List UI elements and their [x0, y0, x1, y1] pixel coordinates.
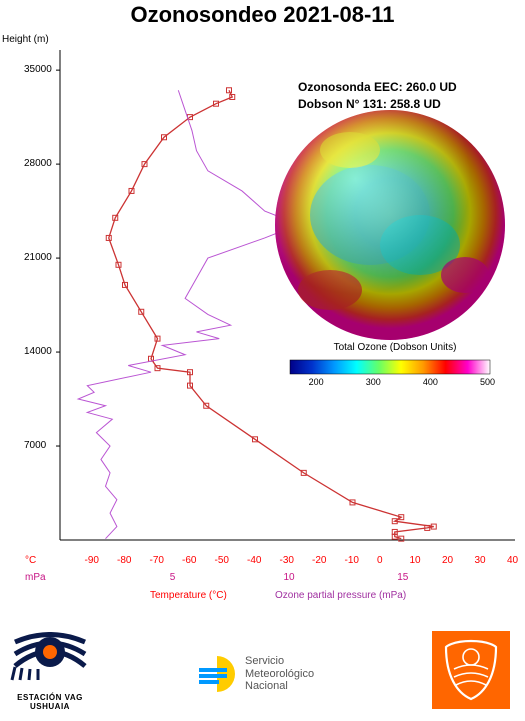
unit-mpa: mPa: [25, 572, 46, 583]
eye-icon: [10, 632, 90, 687]
legend-line-1: Ozonosonda EEC: 260.0 UD: [298, 80, 457, 94]
smn-icon: [195, 652, 239, 696]
smn-line-2: Meteorológico: [245, 668, 314, 681]
station-sublabel: USHUAIA: [17, 702, 83, 711]
shield-icon: [432, 631, 510, 709]
legend-line-2: Dobson N° 131: 258.8 UD: [298, 97, 441, 111]
station-logo: ESTACIÓN VAG USHUAIA: [10, 632, 90, 711]
station-label: ESTACIÓN VAG: [17, 693, 83, 702]
smn-line-1: Servicio: [245, 655, 314, 668]
unit-celsius: °C: [25, 555, 36, 566]
temp-axis-title: Temperature (°C): [150, 590, 227, 601]
smn-logo: Servicio Meteorológico Nacional: [195, 652, 314, 696]
colorbar-title: Total Ozone (Dobson Units): [310, 342, 480, 353]
shield-logo: [432, 631, 510, 709]
ozone-axis-title: Ozone partial pressure (mPa): [275, 590, 406, 601]
smn-line-3: Nacional: [245, 680, 314, 693]
